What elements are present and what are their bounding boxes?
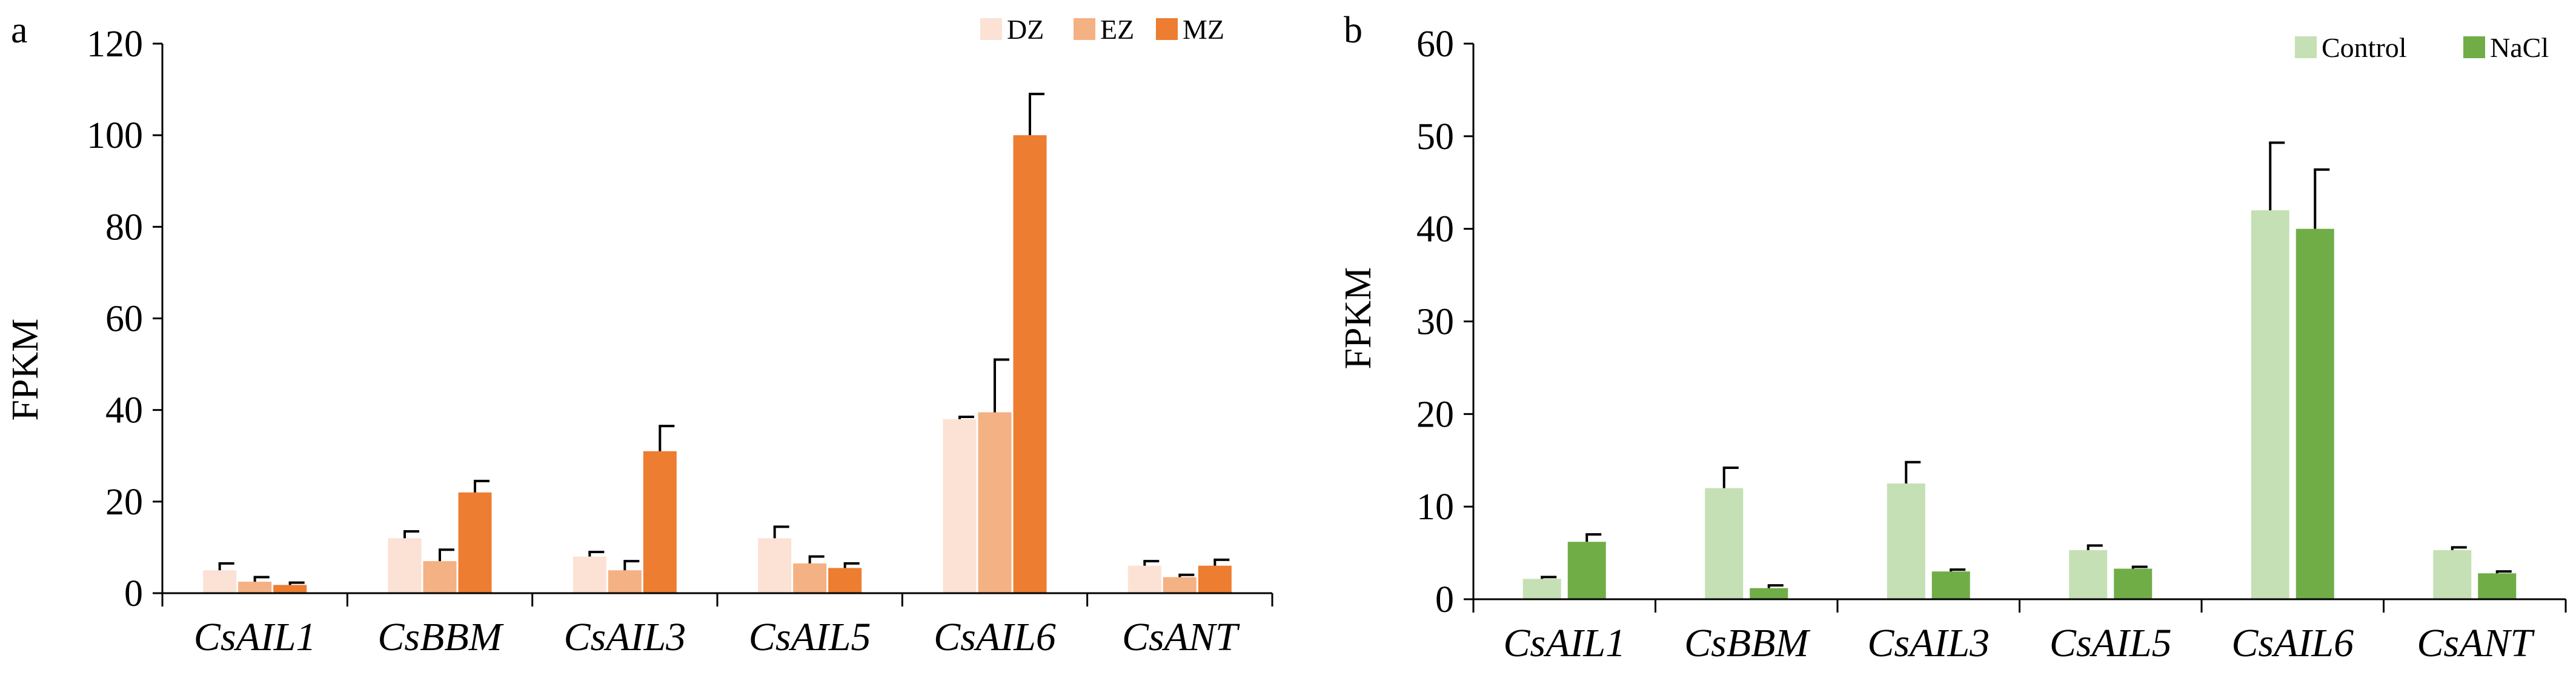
- bar-control-csant: [2433, 550, 2472, 599]
- bar-control-csail5: [2069, 550, 2108, 599]
- bar-dz-csail6: [943, 419, 977, 593]
- x-tick-label: CsAIL6: [2231, 621, 2354, 665]
- chart-panel-a: a FPKM 0 20 40 60 80 100 120 CsAIL1 CsBBM CsAIL3 CsA…: [5, 10, 1273, 659]
- bar-dz-csail1: [203, 570, 237, 593]
- y-tick-label: 0: [1435, 579, 1454, 620]
- bar-control-csail1: [1522, 579, 1561, 599]
- legend-swatch: [1156, 18, 1178, 40]
- y-tick-label: 40: [1416, 209, 1454, 250]
- x-tick-label: CsBBM: [1684, 621, 1811, 665]
- y-tick-label: 10: [1416, 487, 1454, 528]
- bar-ez-csbbm: [423, 561, 457, 593]
- bar-mz-csail3: [643, 451, 677, 593]
- x-tick-label: CsANT: [1122, 615, 1240, 659]
- bar-dz-csail5: [758, 538, 792, 593]
- legend-swatch: [1074, 18, 1095, 40]
- y-axis-title: FPKM: [1338, 267, 1379, 370]
- y-tick-label: 20: [105, 482, 143, 523]
- y-tick-label: 60: [1416, 24, 1454, 65]
- legend-swatch: [2295, 36, 2317, 58]
- legend-label: DZ: [1007, 14, 1044, 45]
- legend: DZ EZ MZ: [980, 14, 1224, 45]
- bar-ez-csail1: [238, 582, 272, 593]
- bar-nacl-csbbm: [1750, 588, 1788, 599]
- panel-label: a: [11, 10, 28, 51]
- bar-dz-csail3: [573, 556, 606, 593]
- bar-control-csbbm: [1705, 488, 1744, 599]
- legend-swatch: [980, 18, 1002, 40]
- bar-ez-csant: [1163, 577, 1197, 593]
- bar-nacl-csail5: [2114, 568, 2153, 599]
- x-tick-label: CsAIL5: [2050, 621, 2172, 665]
- legend-swatch: [2463, 36, 2485, 58]
- x-tick-label: CsAIL1: [1503, 621, 1625, 665]
- bar-ez-csail3: [608, 570, 642, 593]
- bar-control-csail6: [2251, 210, 2289, 600]
- y-tick-label: 120: [87, 24, 143, 65]
- legend: Control NaCl: [2295, 32, 2549, 63]
- x-tick-label: CsANT: [2417, 621, 2535, 665]
- bar-mz-csant: [1198, 565, 1232, 593]
- bar-nacl-csant: [2478, 573, 2517, 599]
- bar-dz-csbbm: [388, 538, 422, 593]
- bar-nacl-csail1: [1567, 542, 1606, 599]
- bar-ez-csail6: [978, 412, 1012, 593]
- y-axis-title: FPKM: [5, 319, 46, 421]
- bar-mz-csail5: [828, 568, 862, 593]
- bar-mz-csail6: [1013, 135, 1047, 593]
- y-tick-label: 30: [1416, 302, 1454, 343]
- y-tick-label: 60: [105, 299, 143, 340]
- chart-panel-b: b FPKM 0 10 20 30 40 50 60 CsAIL1 CsBBM CsAIL3 CsAIL…: [1338, 10, 2567, 665]
- bar-mz-csail1: [273, 585, 307, 593]
- y-tick-label: 50: [1416, 116, 1454, 158]
- x-tick-label: CsAIL3: [1867, 621, 1990, 665]
- x-tick-label: CsBBM: [377, 615, 504, 659]
- bar-mz-csbbm: [458, 492, 492, 593]
- x-tick-label: CsAIL6: [934, 615, 1056, 659]
- y-tick-label: 100: [87, 115, 143, 156]
- y-tick-label: 40: [105, 390, 143, 431]
- x-tick-label: CsAIL5: [749, 615, 871, 659]
- bar-ez-csail5: [793, 563, 827, 593]
- x-tick-label: CsAIL3: [563, 615, 686, 659]
- legend-label: Control: [2322, 32, 2407, 63]
- y-tick-label: 0: [124, 573, 143, 614]
- legend-label: EZ: [1100, 14, 1134, 45]
- y-tick-label: 80: [105, 207, 143, 248]
- bar-nacl-csail3: [1931, 571, 1970, 599]
- bar-nacl-csail6: [2295, 228, 2334, 600]
- legend-label: MZ: [1183, 14, 1224, 45]
- bar-dz-csant: [1127, 565, 1161, 593]
- bar-control-csail3: [1887, 483, 1925, 599]
- panel-label: b: [1344, 10, 1363, 51]
- y-tick-label: 20: [1416, 394, 1454, 435]
- legend-label: NaCl: [2490, 32, 2549, 63]
- x-tick-label: CsAIL1: [194, 615, 316, 659]
